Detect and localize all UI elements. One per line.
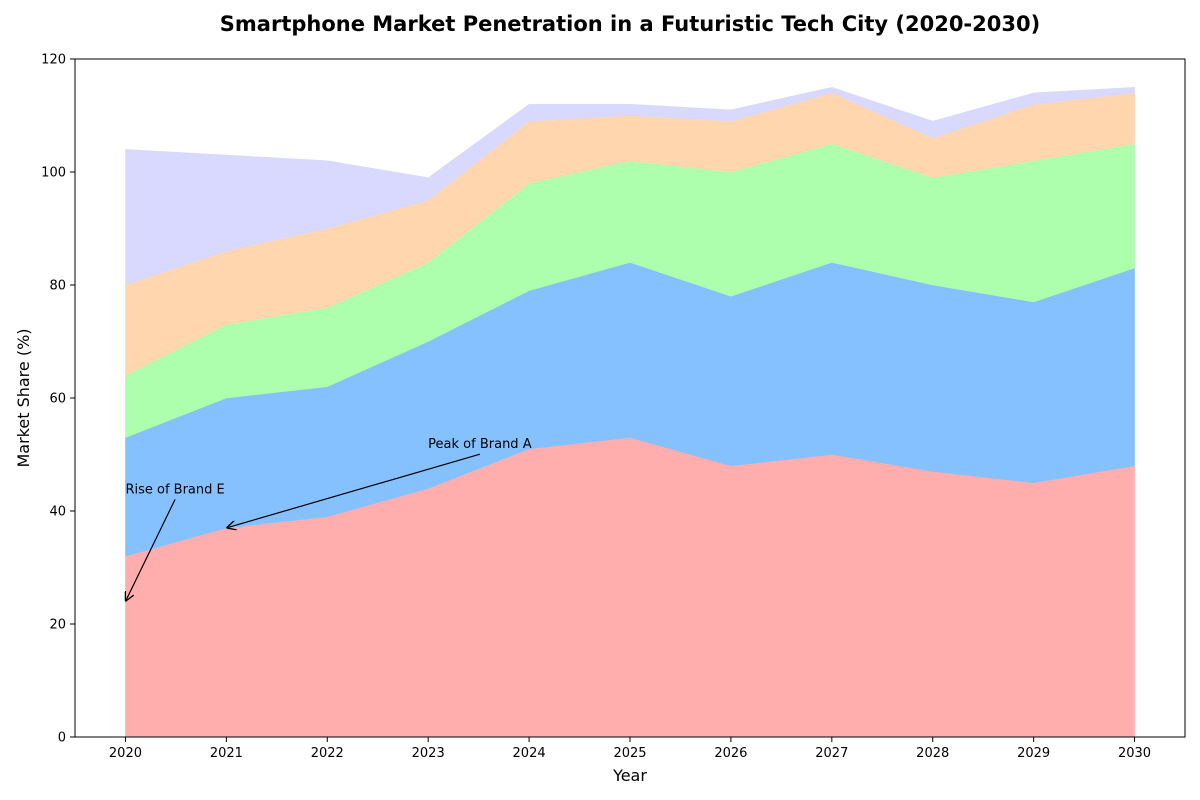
annotations-group: Rise of Brand E Peak of Brand A bbox=[125, 437, 532, 601]
x-tick-label: 2027 bbox=[815, 746, 848, 761]
y-tick-label: 40 bbox=[49, 505, 66, 520]
chart-title: Smartphone Market Penetration in a Futur… bbox=[220, 12, 1040, 36]
x-tick-label: 2029 bbox=[1017, 746, 1050, 761]
y-axis: 0 20 40 60 80 100 120 bbox=[41, 53, 75, 746]
y-tick-label: 20 bbox=[49, 618, 66, 633]
y-tick-label: 120 bbox=[41, 53, 66, 68]
y-tick-label: 0 bbox=[58, 731, 66, 746]
x-axis: 2020 2021 2022 2023 2024 2025 2026 2027 2028 2029… bbox=[109, 737, 1151, 761]
y-axis-label: Market Share (%) bbox=[14, 328, 33, 467]
annotation-arrow-1 bbox=[125, 499, 176, 601]
x-tick-label: 2024 bbox=[513, 746, 546, 761]
y-tick-label: 100 bbox=[41, 166, 66, 181]
x-tick-label: 2028 bbox=[916, 746, 949, 761]
x-tick-label: 2022 bbox=[311, 746, 344, 761]
x-tick-label: 2021 bbox=[210, 746, 243, 761]
x-tick-label: 2030 bbox=[1118, 746, 1151, 761]
area-series-5 bbox=[125, 86, 1135, 286]
x-tick-label: 2025 bbox=[613, 746, 646, 761]
annotation-text-2: Peak of Brand A bbox=[428, 437, 532, 452]
x-tick-label: 2020 bbox=[109, 746, 142, 761]
annotation-text-1: Rise of Brand E bbox=[125, 482, 224, 497]
area-series-group bbox=[125, 86, 1135, 738]
x-tick-label: 2026 bbox=[714, 746, 747, 761]
x-axis-label: Year bbox=[612, 766, 647, 785]
annotation-arrow-2 bbox=[226, 453, 481, 528]
x-tick-label: 2023 bbox=[412, 746, 445, 761]
y-tick-label: 60 bbox=[49, 392, 66, 407]
y-tick-label: 80 bbox=[49, 279, 66, 294]
